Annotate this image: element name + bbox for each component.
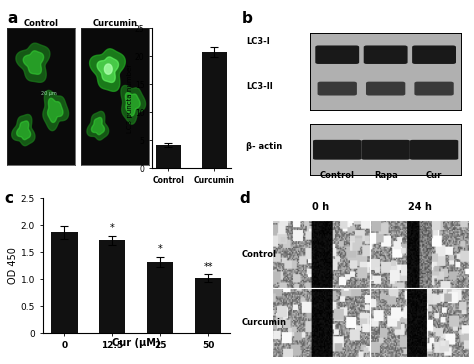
Polygon shape	[104, 64, 112, 74]
Bar	[147, 262, 173, 333]
Title: Curcumin: Curcumin	[92, 19, 137, 28]
Text: β- actin: β- actin	[246, 142, 283, 151]
Text: Cur (μM): Cur (μM)	[112, 338, 161, 348]
Polygon shape	[91, 118, 104, 135]
FancyBboxPatch shape	[313, 140, 362, 160]
Polygon shape	[23, 51, 44, 74]
Polygon shape	[97, 57, 118, 83]
Text: Curcumin: Curcumin	[242, 318, 287, 327]
Text: b: b	[242, 11, 253, 26]
Text: *: *	[158, 244, 163, 254]
FancyBboxPatch shape	[366, 82, 405, 95]
FancyBboxPatch shape	[412, 46, 456, 64]
Polygon shape	[17, 121, 31, 140]
Text: **: **	[203, 262, 213, 272]
Bar	[99, 240, 126, 333]
Text: 0 h: 0 h	[312, 202, 329, 212]
Bar	[155, 145, 181, 168]
Polygon shape	[125, 92, 140, 116]
Text: d: d	[239, 191, 250, 206]
FancyBboxPatch shape	[315, 46, 359, 64]
Text: a: a	[7, 11, 18, 26]
Y-axis label: LC3 puncta number: LC3 puncta number	[128, 64, 133, 133]
Text: Cur: Cur	[426, 171, 442, 180]
Text: 24 h: 24 h	[408, 202, 432, 212]
Text: Rapa: Rapa	[374, 171, 398, 180]
FancyBboxPatch shape	[318, 82, 357, 95]
Polygon shape	[12, 114, 35, 146]
Bar	[195, 278, 221, 333]
Bar	[202, 52, 227, 168]
FancyBboxPatch shape	[410, 140, 458, 160]
Bar	[51, 232, 78, 333]
Text: LC3-II: LC3-II	[246, 82, 273, 91]
Title: Control: Control	[23, 19, 58, 28]
Polygon shape	[43, 90, 69, 131]
Polygon shape	[47, 98, 63, 122]
Y-axis label: OD 450: OD 450	[8, 247, 18, 284]
FancyBboxPatch shape	[364, 46, 408, 64]
FancyBboxPatch shape	[362, 140, 410, 160]
Text: c: c	[5, 191, 14, 206]
Polygon shape	[16, 43, 50, 82]
Polygon shape	[121, 86, 146, 124]
Text: 20 μm: 20 μm	[41, 91, 57, 96]
Text: Control: Control	[242, 250, 277, 259]
FancyBboxPatch shape	[414, 82, 454, 95]
Polygon shape	[90, 49, 125, 91]
Polygon shape	[87, 111, 109, 140]
Text: LC3-I: LC3-I	[246, 37, 270, 46]
Text: *: *	[110, 223, 115, 233]
Text: Control: Control	[320, 171, 355, 180]
